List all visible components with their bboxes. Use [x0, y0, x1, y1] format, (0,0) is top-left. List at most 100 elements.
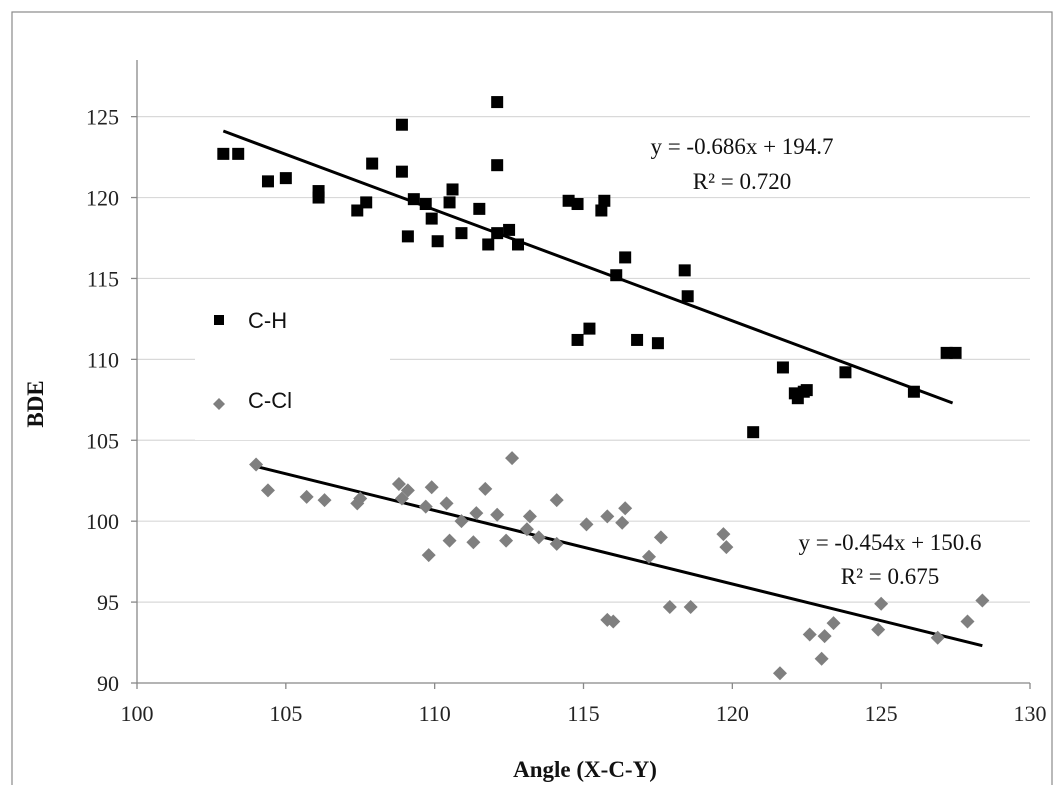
- point-ch-31: [598, 194, 611, 207]
- legend: C-H C-Cl: [213, 308, 292, 413]
- point-ch-11: [401, 230, 414, 243]
- point-ch-14: [425, 212, 438, 225]
- point-ccl-27: [600, 509, 615, 524]
- trendline-ccl: [255, 464, 983, 648]
- point-ch-29: [583, 322, 596, 335]
- point-ccl-6: [391, 476, 406, 491]
- point-ch-3: [279, 172, 292, 185]
- point-ccl-30: [615, 515, 630, 530]
- point-ch-24: [503, 223, 516, 236]
- point-ccl-5: [353, 491, 368, 506]
- point-ch-34: [631, 333, 644, 346]
- point-ccl-21: [519, 522, 534, 537]
- point-ccl-45: [930, 630, 945, 645]
- point-ch-16: [443, 196, 456, 209]
- point-ccl-11: [424, 480, 439, 495]
- point-ccl-37: [719, 540, 734, 555]
- x-tick-label-125: 125: [865, 701, 898, 726]
- point-ch-19: [473, 202, 486, 215]
- y-tick-label-105: 105: [86, 428, 119, 453]
- point-ch-9: [395, 118, 408, 131]
- point-ccl-44: [874, 596, 889, 611]
- y-tick-label-95: 95: [97, 590, 119, 615]
- ch-equation-label: y = -0.686x + 194.7: [650, 134, 833, 159]
- point-ch-33: [619, 251, 632, 264]
- y-tick-label-120: 120: [86, 186, 119, 211]
- point-ccl-32: [641, 549, 656, 564]
- point-ch-47: [949, 346, 962, 359]
- chart-frame: [11, 11, 1053, 785]
- x-tick-label-130: 130: [1014, 701, 1047, 726]
- point-ch-7: [360, 196, 373, 209]
- point-ch-32: [610, 269, 623, 282]
- point-ch-23: [491, 227, 504, 240]
- ch-r-squared-label: R² = 0.720: [693, 169, 791, 194]
- point-ch-2: [261, 175, 274, 188]
- point-ch-13: [419, 198, 432, 211]
- point-ch-15: [431, 235, 444, 248]
- point-ch-5: [312, 191, 325, 204]
- legend-marker-ccl: [213, 398, 225, 410]
- point-ccl-33: [653, 530, 668, 545]
- point-ccl-14: [454, 514, 469, 529]
- point-ccl-39: [802, 627, 817, 642]
- ccl-equation-label: y = -0.454x + 150.6: [798, 530, 981, 555]
- legend-label-ch: C-H: [248, 308, 287, 333]
- point-ch-25: [512, 238, 525, 251]
- point-ccl-47: [975, 593, 990, 608]
- point-ccl-40: [814, 651, 829, 666]
- point-ch-8: [366, 157, 379, 170]
- point-ch-28: [571, 333, 584, 346]
- point-ccl-18: [490, 507, 505, 522]
- point-ccl-43: [871, 622, 886, 637]
- point-ch-0: [217, 147, 230, 160]
- point-ch-44: [839, 366, 852, 379]
- legend-marker-ch: [214, 315, 224, 325]
- point-ccl-23: [531, 530, 546, 545]
- point-ccl-1: [260, 483, 275, 498]
- point-ccl-34: [662, 599, 677, 614]
- point-ccl-2: [299, 489, 314, 504]
- point-ccl-36: [716, 527, 731, 542]
- trendlines: [222, 129, 983, 648]
- y-tick-label-110: 110: [87, 347, 119, 372]
- y-tick-label-100: 100: [86, 509, 119, 534]
- point-ch-10: [395, 165, 408, 178]
- x-tick-label-120: 120: [716, 701, 749, 726]
- y-axis-title: BDE: [23, 380, 48, 427]
- point-ch-36: [678, 264, 691, 277]
- point-ccl-8: [400, 483, 415, 498]
- point-ccl-10: [421, 548, 436, 563]
- point-ccl-46: [960, 614, 975, 629]
- point-ccl-13: [442, 533, 457, 548]
- y-tick-label-115: 115: [87, 266, 119, 291]
- legend-label-ccl: C-Cl: [248, 388, 292, 413]
- point-ccl-26: [579, 517, 594, 532]
- point-ccl-0: [249, 457, 264, 472]
- point-ch-38: [747, 426, 760, 439]
- y-tick-label-90: 90: [97, 671, 119, 696]
- point-ccl-15: [466, 535, 481, 550]
- x-axis-title: Angle (X-C-Y): [513, 757, 657, 782]
- x-tick-label-105: 105: [269, 701, 302, 726]
- point-ch-30: [595, 204, 608, 217]
- ccl-r-squared-label: R² = 0.675: [841, 564, 939, 589]
- trendline-ch: [222, 129, 954, 405]
- point-ch-18: [455, 227, 468, 240]
- point-ccl-38: [772, 666, 787, 681]
- point-ccl-16: [469, 506, 484, 521]
- tick-labels: 100 105 110 115 120 125 130 90 95 100 105 110 115 120…: [86, 105, 1047, 726]
- point-ccl-31: [618, 501, 633, 516]
- point-ch-43: [800, 384, 813, 397]
- point-ch-17: [446, 183, 459, 196]
- legend-background: [195, 300, 390, 440]
- point-ccl-42: [826, 616, 841, 631]
- point-ch-37: [681, 290, 694, 303]
- point-ccl-3: [317, 493, 332, 508]
- point-ccl-19: [499, 533, 514, 548]
- data-points: [217, 96, 990, 681]
- point-ccl-7: [394, 491, 409, 506]
- point-ch-27: [571, 198, 584, 211]
